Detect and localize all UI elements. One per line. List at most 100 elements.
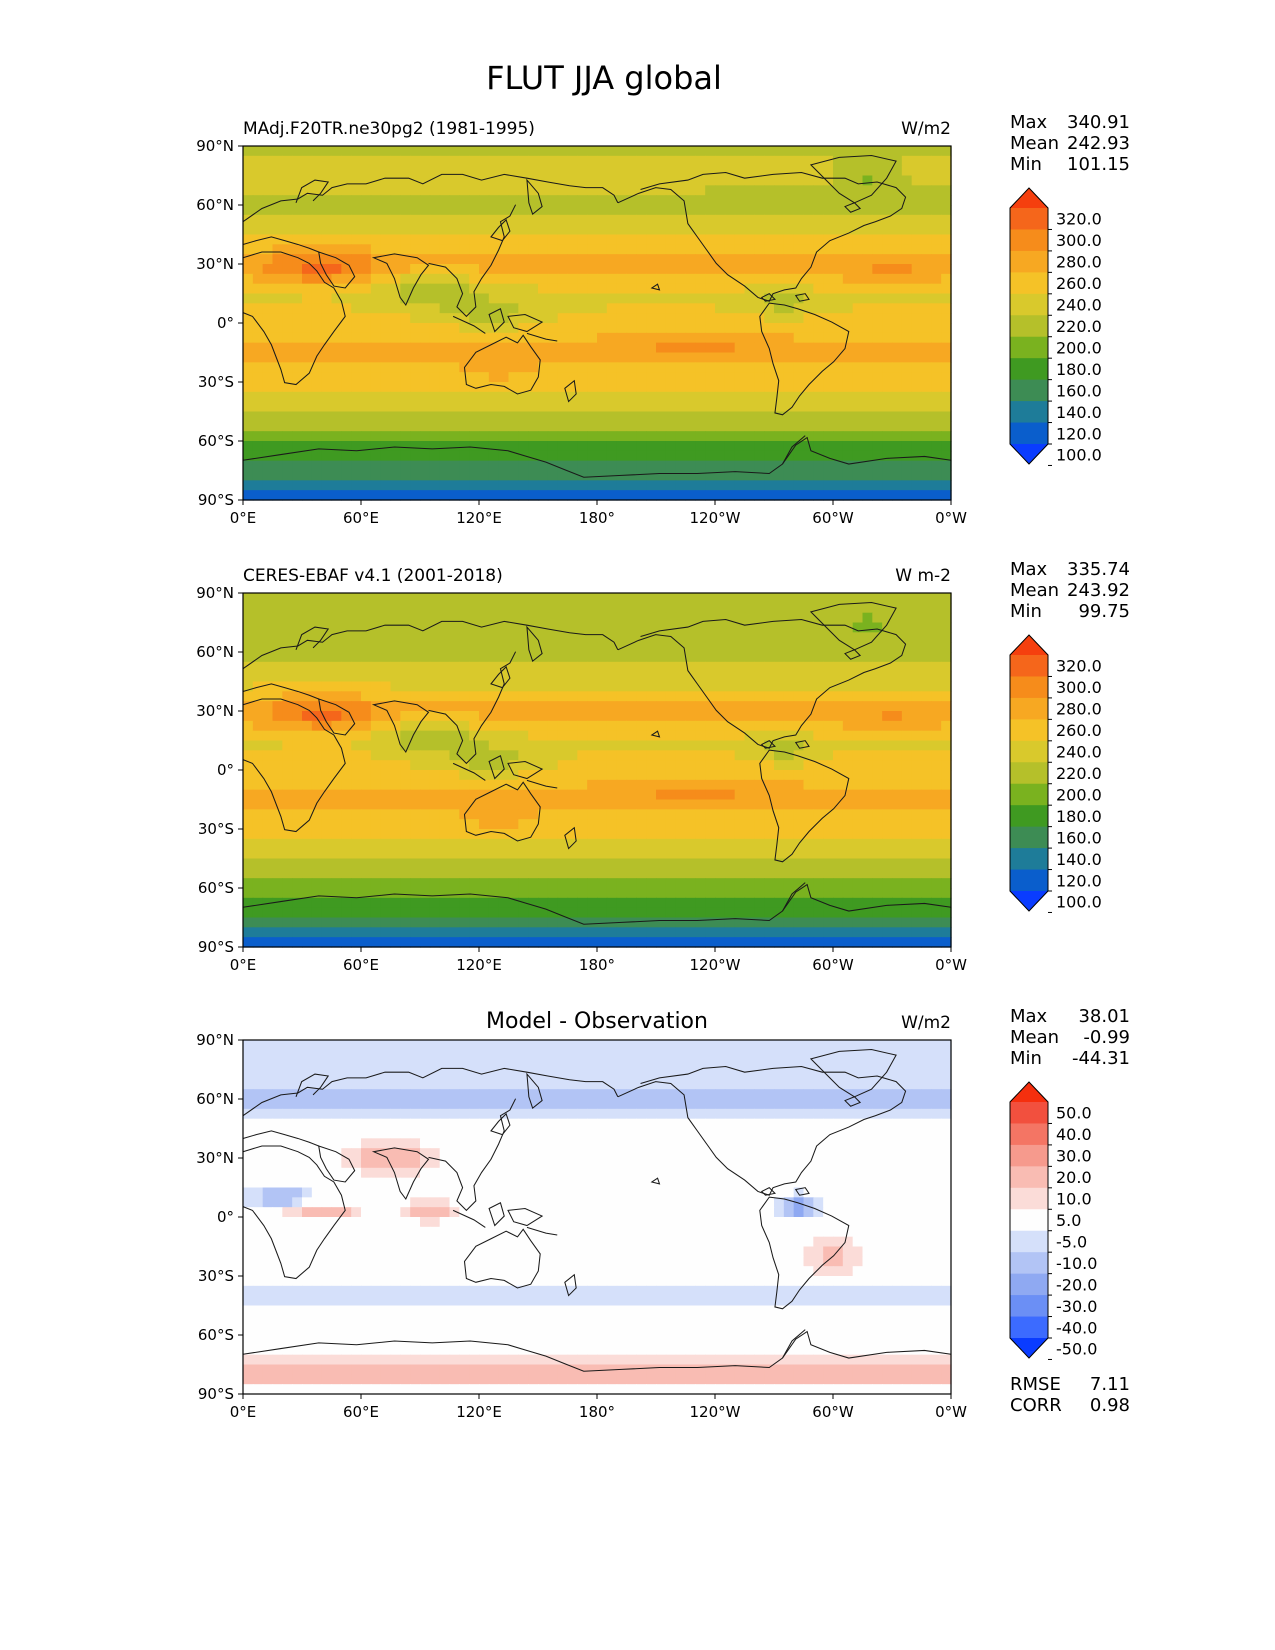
field-cell	[616, 303, 628, 314]
field-cell	[459, 770, 470, 781]
field-cell	[626, 701, 637, 712]
field-cell	[882, 632, 893, 643]
field-cell	[400, 632, 411, 643]
field-cell	[931, 593, 942, 604]
field-cell	[272, 779, 283, 791]
field-cell	[380, 838, 392, 850]
field-cell	[744, 441, 755, 452]
field-cell	[695, 632, 706, 643]
field-cell	[508, 602, 519, 614]
field-cell	[675, 155, 687, 167]
field-cell	[636, 888, 647, 899]
field-cell	[587, 254, 598, 265]
field-cell	[931, 701, 942, 712]
field-cell	[715, 868, 726, 879]
field-cell	[469, 799, 480, 810]
field-cell	[508, 878, 519, 889]
field-cell	[498, 848, 510, 860]
field-cell	[331, 799, 342, 810]
field-cell	[872, 185, 883, 196]
field-cell	[833, 730, 844, 742]
field-cell	[469, 244, 480, 255]
field-cell	[557, 214, 569, 226]
field-cell	[882, 411, 893, 422]
field-cell	[311, 730, 323, 742]
field-cell	[597, 661, 608, 673]
field-cell	[370, 382, 382, 393]
field-cell	[705, 720, 716, 732]
field-cell	[646, 770, 657, 781]
field-cell	[616, 352, 628, 363]
field-cell	[341, 661, 352, 673]
field-cell	[547, 750, 559, 761]
field-cell	[675, 293, 687, 304]
field-cell	[803, 779, 814, 791]
field-cell	[361, 701, 372, 712]
field-cell	[370, 421, 382, 432]
field-cell	[823, 185, 834, 196]
field-cell	[665, 480, 677, 491]
field-cell	[882, 602, 893, 614]
field-cell	[911, 868, 923, 879]
field-cell	[380, 809, 392, 820]
field-cell	[774, 411, 785, 422]
field-cell	[675, 441, 687, 452]
field-cell	[508, 593, 519, 604]
field-cell	[252, 622, 264, 633]
field-cell	[597, 352, 608, 363]
field-cell	[862, 829, 873, 840]
field-cell	[931, 460, 942, 472]
field-cell	[783, 401, 795, 413]
field-cell	[892, 234, 903, 245]
field-cell	[410, 490, 421, 501]
field-cell	[547, 313, 559, 324]
field-cell	[498, 362, 510, 373]
field-cell	[774, 750, 785, 761]
field-cell	[656, 175, 667, 186]
field-cell	[665, 244, 677, 255]
field-cell	[695, 273, 706, 285]
field-cell	[911, 401, 923, 413]
field-cell	[646, 362, 657, 373]
field-cell	[282, 858, 293, 869]
field-cell	[390, 622, 401, 633]
field-cell	[616, 421, 628, 432]
field-cell	[302, 838, 313, 850]
field-cell	[311, 907, 323, 919]
field-cell	[508, 681, 519, 692]
field-cell	[793, 165, 805, 177]
field-cell	[842, 878, 854, 889]
field-cell	[547, 730, 559, 742]
field-cell	[243, 799, 254, 810]
field-cell	[567, 254, 578, 265]
field-cell	[793, 770, 805, 781]
field-cell	[518, 224, 529, 236]
field-cell	[685, 661, 696, 673]
field-cell	[597, 897, 608, 909]
field-cell	[577, 868, 588, 879]
field-cell	[665, 799, 677, 810]
field-cell	[636, 661, 647, 673]
field-cell	[311, 470, 323, 481]
field-cell	[695, 382, 706, 393]
field-cell	[370, 691, 382, 702]
field-cell	[262, 254, 274, 265]
field-cell	[321, 332, 333, 344]
field-cell	[852, 401, 864, 413]
field-cell	[774, 612, 785, 624]
field-cell	[370, 431, 382, 442]
field-cell	[262, 907, 274, 919]
field-cell	[577, 770, 588, 781]
field-cell	[243, 283, 254, 295]
field-cell	[793, 195, 805, 206]
field-cell	[370, 155, 382, 167]
field-cell	[557, 391, 569, 403]
field-cell	[252, 760, 264, 771]
field-cell	[715, 691, 726, 702]
field-cell	[380, 888, 392, 899]
field-cell	[243, 155, 254, 167]
field-cell	[302, 342, 313, 354]
field-cell	[606, 450, 618, 462]
field-cell	[764, 691, 775, 702]
field-cell	[793, 602, 805, 614]
